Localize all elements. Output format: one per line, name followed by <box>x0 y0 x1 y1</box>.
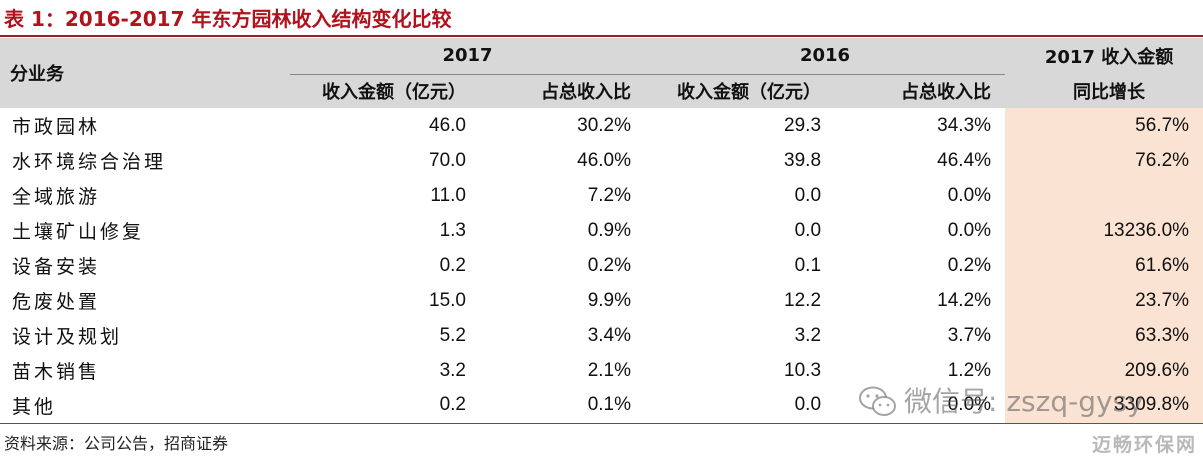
header-year-2017: 2017 <box>290 38 646 75</box>
share-2017: 7.2% <box>587 184 632 206</box>
header-yoy-line2: 同比增长 <box>1005 74 1203 108</box>
segment-name: 市政园林 <box>12 116 101 138</box>
share-2016: 46.4% <box>937 149 992 171</box>
revenue-2017: 15.0 <box>429 289 466 311</box>
source-note: 资料来源：公司公告，招商证券 <box>4 434 229 453</box>
share-2017: 3.4% <box>587 324 632 346</box>
revenue-2016: 10.3 <box>784 359 822 381</box>
revenue-2016: 0.0 <box>794 184 822 206</box>
yoy-growth: 13236.0% <box>1005 213 1203 248</box>
table-row: 市政园林 46.0 30.2% 29.3 34.3% 56.7% <box>0 108 1203 143</box>
revenue-2017: 46.0 <box>429 114 466 136</box>
share-2017: 0.9% <box>587 219 632 241</box>
revenue-2017: 0.2 <box>439 254 466 276</box>
revenue-2016: 0.0 <box>645 388 836 424</box>
segment-name: 设备安装 <box>12 256 101 278</box>
share-2017: 9.9% <box>587 289 632 311</box>
table-title: 表 1：2016-2017 年东方园林收入结构变化比较 <box>4 7 452 31</box>
yoy-growth: 63.3% <box>1005 318 1203 353</box>
header-share-2016: 占总收入比 <box>835 74 1006 108</box>
segment-name: 苗木销售 <box>12 361 101 383</box>
table-row: 水环境综合治理 70.0 46.0% 39.8 46.4% 76.2% <box>0 143 1203 178</box>
revenue-2017: 70.0 <box>429 149 466 171</box>
revenue-2017: 5.2 <box>439 324 466 346</box>
table-row: 其他 0.2 0.1% 0.0 0.0% 3309.8% <box>0 388 1203 424</box>
table-row: 土壤矿山修复 1.3 0.9% 0.0 0.0% 13236.0% <box>0 213 1203 248</box>
revenue-2017: 11.0 <box>430 184 466 206</box>
header-revenue-2016: 收入金额（亿元） <box>645 74 836 108</box>
share-2017: 30.2% <box>577 114 632 136</box>
share-2017: 0.1% <box>480 388 646 424</box>
segment-name: 危废处置 <box>12 291 101 313</box>
table-row: 设备安装 0.2 0.2% 0.1 0.2% 61.6% <box>0 248 1203 283</box>
share-2016: 0.0% <box>947 219 992 241</box>
title-divider <box>0 35 1203 37</box>
table-row: 全域旅游 11.0 7.2% 0.0 0.0% <box>0 178 1203 213</box>
share-2017: 0.2% <box>587 254 632 276</box>
yoy-growth: 56.7% <box>1005 108 1203 143</box>
header-year-2016: 2016 <box>645 38 1006 75</box>
wechat-icon <box>858 385 898 419</box>
share-2016: 0.2% <box>947 254 992 276</box>
share-2016: 1.2% <box>947 359 992 381</box>
segment-name: 其他 <box>0 388 290 424</box>
revenue-2016: 29.3 <box>784 114 822 136</box>
header-yoy-line1: 2017 收入金额 <box>1005 38 1203 74</box>
yoy-growth: 76.2% <box>1005 143 1203 178</box>
table-row: 设计及规划 5.2 3.4% 3.2 3.7% 63.3% <box>0 318 1203 353</box>
revenue-2017: 0.2 <box>290 388 480 424</box>
table-row: 苗木销售 3.2 2.1% 10.3 1.2% 209.6% <box>0 353 1203 388</box>
share-2016: 34.3% <box>937 114 992 136</box>
yoy-growth: 3309.8% <box>1005 388 1203 424</box>
header-revenue-2017: 收入金额（亿元） <box>290 74 480 108</box>
site-watermark: 迈畅环保网 <box>1091 434 1197 456</box>
wechat-watermark-text: 微信号: zszq-gysy <box>904 385 1144 418</box>
revenue-2016: 39.8 <box>784 149 822 171</box>
share-2016: 14.2% <box>937 289 992 311</box>
revenue-2016: 12.2 <box>784 289 822 311</box>
segment-name: 设计及规划 <box>12 326 123 348</box>
header-share-2017: 占总收入比 <box>480 74 646 108</box>
yoy-growth <box>1005 178 1203 213</box>
segment-name: 水环境综合治理 <box>12 151 167 173</box>
share-2016: 3.7% <box>947 324 992 346</box>
yoy-growth: 61.6% <box>1005 248 1203 283</box>
table-row: 危废处置 15.0 9.9% 12.2 14.2% 23.7% <box>0 283 1203 318</box>
revenue-2016: 3.2 <box>794 324 822 346</box>
share-2017: 2.1% <box>587 359 632 381</box>
revenue-2016: 0.0 <box>794 219 822 241</box>
segment-name: 土壤矿山修复 <box>12 221 145 243</box>
revenue-2017: 1.3 <box>439 219 466 241</box>
yoy-growth: 209.6% <box>1005 353 1203 388</box>
share-2016: 0.0% <box>947 184 992 206</box>
revenue-2017: 3.2 <box>439 359 466 381</box>
segment-name: 全域旅游 <box>12 186 101 208</box>
header-segment: 分业务 <box>0 38 290 108</box>
wechat-watermark: 微信号: zszq-gysy <box>858 382 1144 422</box>
revenue-structure-table: 分业务 2017 2016 2017 收入金额 收入金额（亿元） 占总收入比 收… <box>0 38 1203 424</box>
yoy-growth: 23.7% <box>1005 283 1203 318</box>
share-2017: 46.0% <box>577 149 632 171</box>
revenue-2016: 0.1 <box>794 254 822 276</box>
